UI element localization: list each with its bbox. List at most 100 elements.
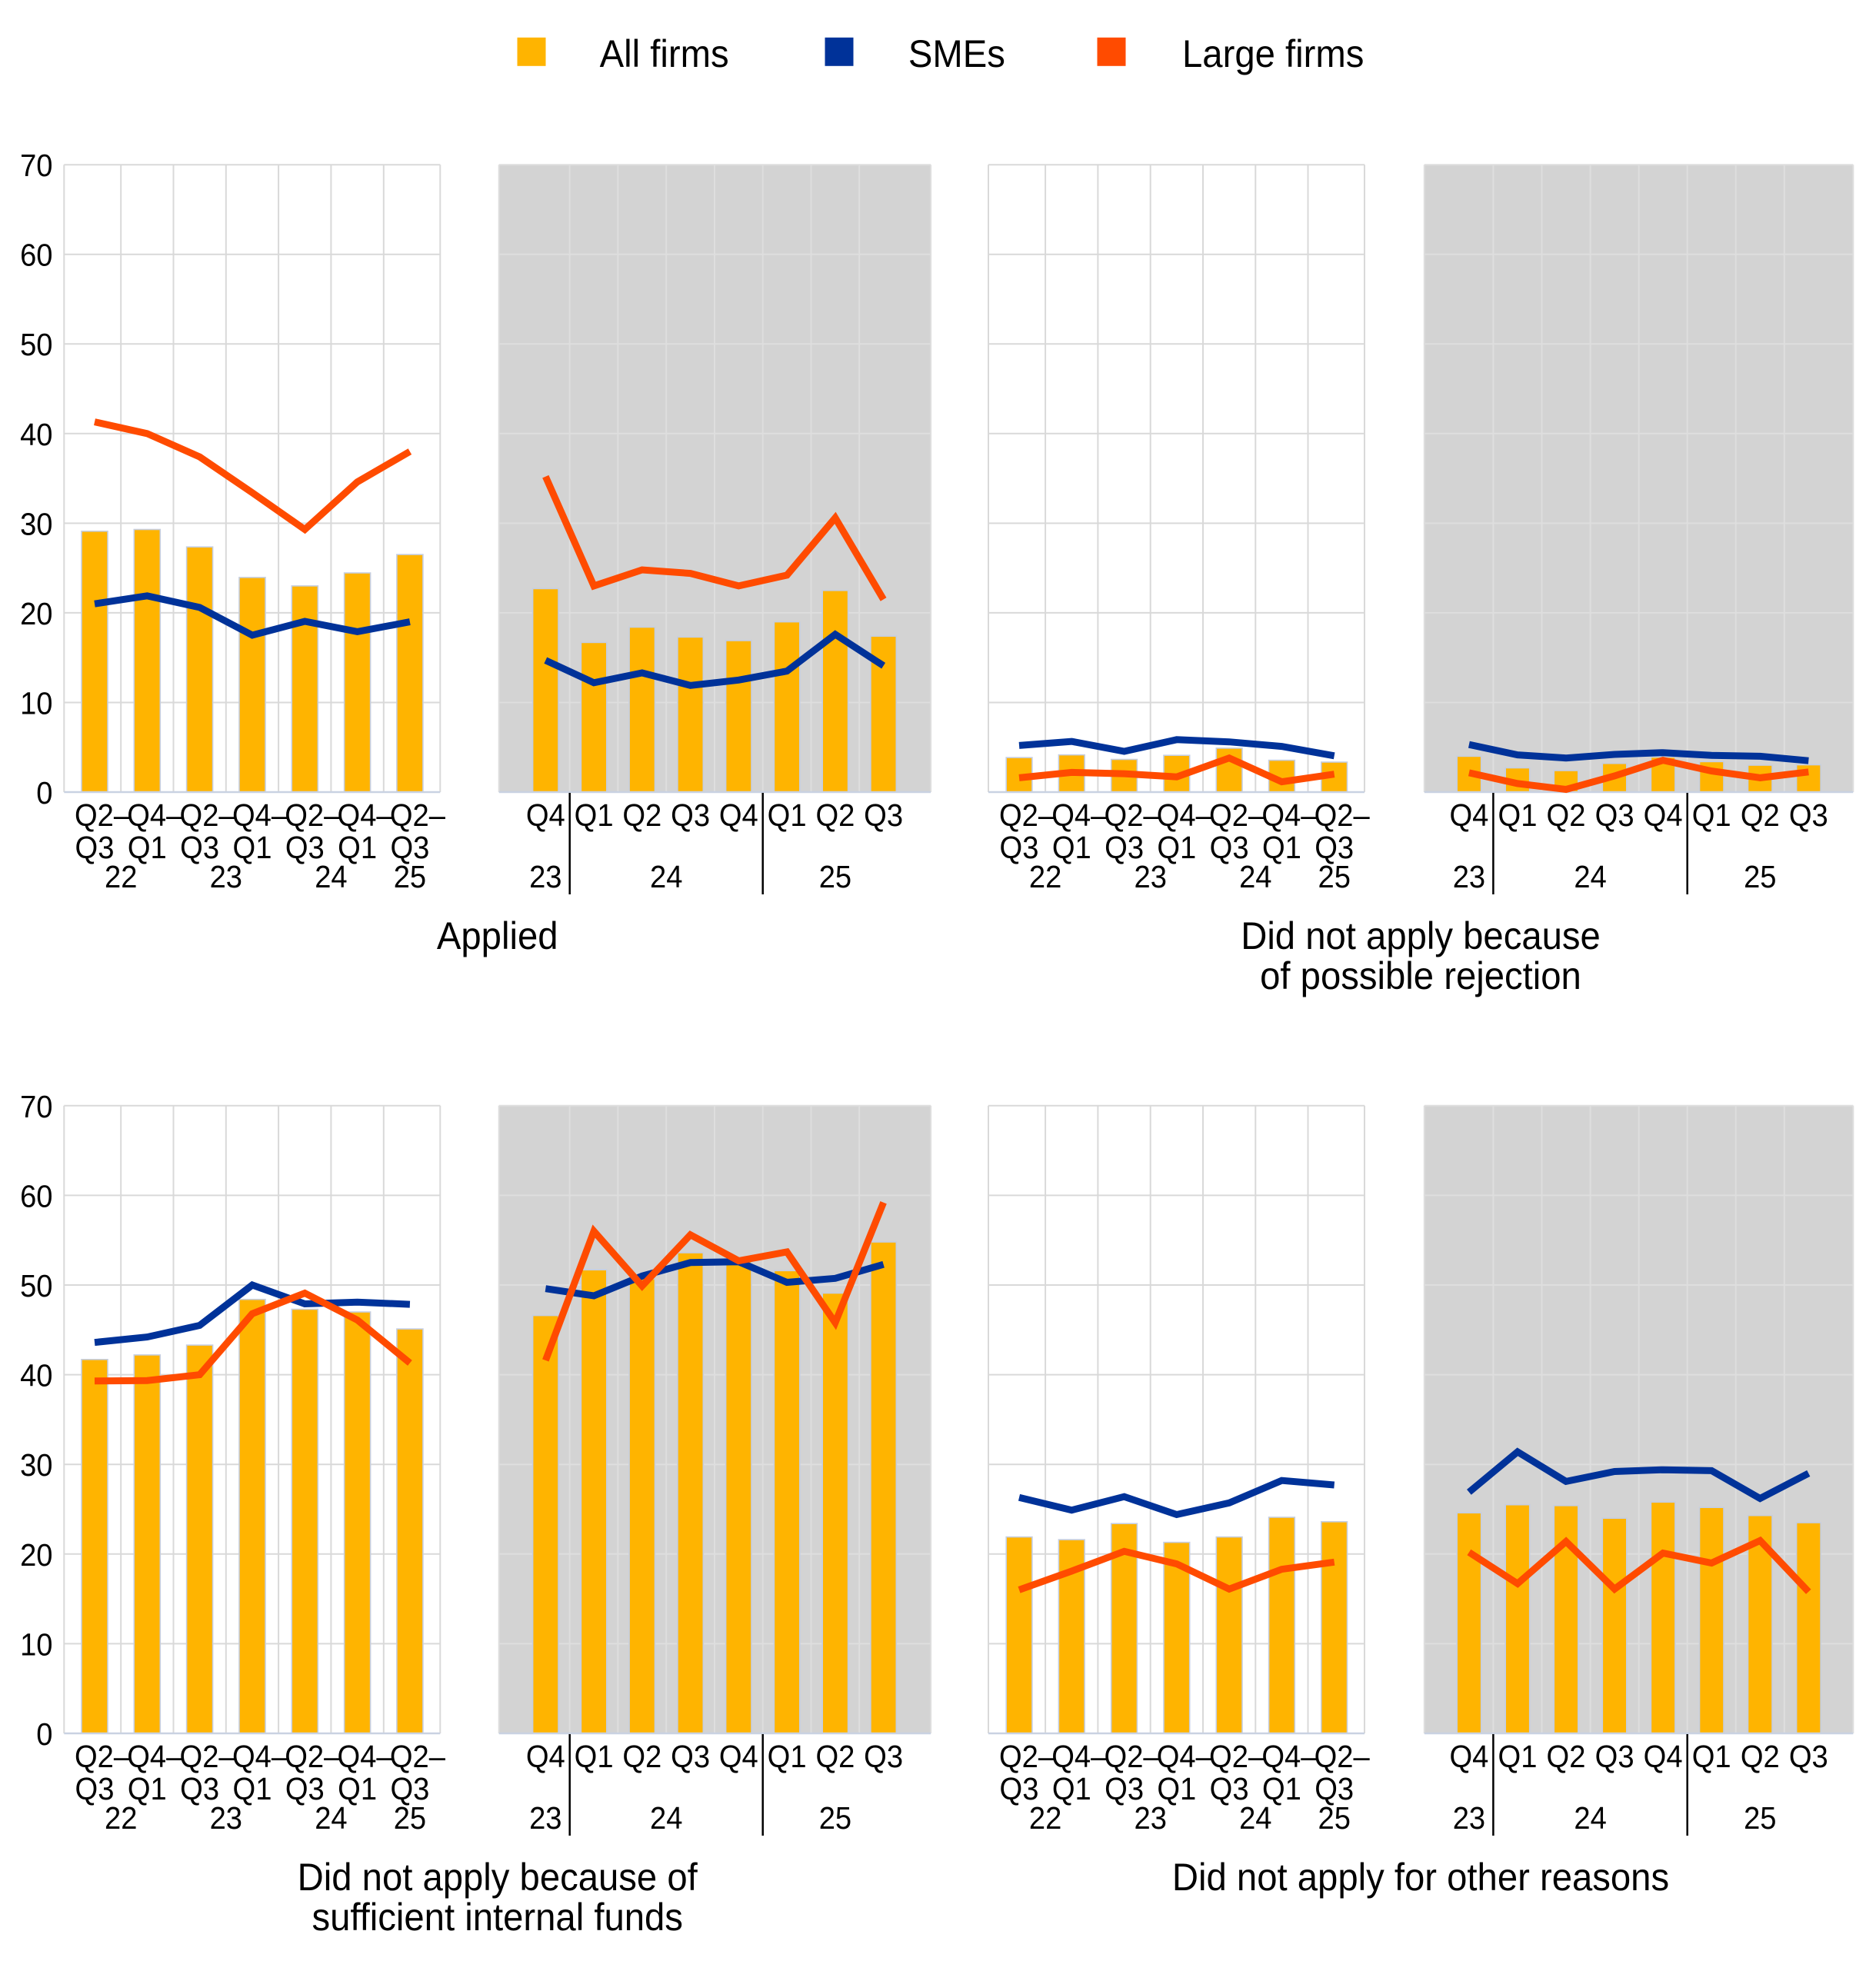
svg-text:60: 60 [20, 238, 52, 273]
svg-text:24: 24 [1574, 1800, 1606, 1836]
svg-text:Q2: Q2 [815, 1739, 855, 1774]
svg-text:Q1: Q1 [768, 1739, 807, 1774]
svg-text:25: 25 [394, 1800, 426, 1836]
svg-text:0: 0 [36, 775, 52, 811]
svg-text:Q2–: Q2– [1105, 797, 1160, 833]
svg-text:10: 10 [20, 686, 52, 721]
svg-text:Q2: Q2 [1741, 1739, 1780, 1774]
svg-text:Q4–: Q4– [338, 1739, 393, 1774]
svg-text:25: 25 [1318, 859, 1351, 894]
svg-text:22: 22 [1029, 859, 1061, 894]
svg-text:Q4–: Q4– [232, 1739, 288, 1774]
svg-text:24: 24 [315, 859, 347, 894]
svg-text:Q1: Q1 [1157, 830, 1196, 865]
svg-text:Q1: Q1 [1262, 830, 1301, 865]
svg-text:Q2–: Q2– [285, 797, 340, 833]
svg-text:Q3: Q3 [1595, 1739, 1634, 1774]
svg-text:Q4–: Q4– [338, 797, 393, 833]
svg-text:Q4–: Q4– [232, 797, 288, 833]
svg-text:70: 70 [20, 1089, 52, 1124]
svg-text:Q4: Q4 [526, 1739, 565, 1774]
svg-text:Q2: Q2 [1741, 797, 1780, 833]
svg-text:Q3: Q3 [1105, 830, 1144, 865]
svg-text:23: 23 [1135, 1800, 1167, 1836]
svg-text:Q3: Q3 [671, 1739, 710, 1774]
svg-text:Q3: Q3 [1210, 830, 1249, 865]
svg-text:40: 40 [20, 1358, 52, 1393]
svg-text:Q4–: Q4– [1261, 1739, 1317, 1774]
svg-text:10: 10 [20, 1626, 52, 1662]
svg-text:24: 24 [650, 859, 682, 894]
svg-text:Q2–: Q2– [1105, 1739, 1160, 1774]
svg-text:24: 24 [315, 1800, 347, 1836]
svg-text:Q2: Q2 [622, 797, 661, 833]
svg-text:Did not apply for other reason: Did not apply for other reasons [1172, 1856, 1669, 1899]
svg-text:Q1: Q1 [1692, 797, 1731, 833]
svg-text:25: 25 [1744, 1800, 1776, 1836]
svg-text:Applied: Applied [437, 914, 558, 957]
svg-text:50: 50 [20, 1268, 52, 1303]
svg-text:20: 20 [20, 1537, 52, 1573]
svg-text:Q1: Q1 [1498, 797, 1538, 833]
svg-text:Q1: Q1 [575, 797, 614, 833]
svg-text:Q3: Q3 [285, 1771, 325, 1806]
svg-text:Did not apply because: Did not apply because [1241, 914, 1601, 957]
svg-text:23: 23 [1453, 1800, 1485, 1836]
svg-text:Q2–: Q2– [390, 1739, 445, 1774]
svg-text:24: 24 [1239, 1800, 1271, 1836]
svg-text:50: 50 [20, 327, 52, 362]
svg-text:Did not apply because of: Did not apply because of [298, 1856, 698, 1899]
svg-text:Q4: Q4 [719, 797, 758, 833]
svg-text:24: 24 [1574, 859, 1606, 894]
svg-text:Q4–: Q4– [127, 1739, 182, 1774]
svg-text:Q4: Q4 [1644, 797, 1683, 833]
svg-text:Q3: Q3 [180, 1771, 219, 1806]
svg-text:Q3: Q3 [864, 1739, 903, 1774]
svg-text:SMEs: SMEs [908, 32, 1005, 75]
svg-text:Q3: Q3 [864, 797, 903, 833]
svg-text:Q4–: Q4– [1157, 797, 1212, 833]
svg-text:Q3: Q3 [75, 830, 115, 865]
svg-text:Q2–: Q2– [390, 797, 445, 833]
svg-text:23: 23 [529, 1800, 561, 1836]
svg-text:23: 23 [1453, 859, 1485, 894]
svg-text:Q1: Q1 [1498, 1739, 1538, 1774]
svg-text:Q3: Q3 [390, 830, 429, 865]
svg-text:Q2: Q2 [815, 797, 855, 833]
svg-text:Q2–: Q2– [75, 797, 130, 833]
svg-text:Q2–: Q2– [999, 1739, 1055, 1774]
svg-text:Q2–: Q2– [285, 1739, 340, 1774]
svg-text:Q1: Q1 [338, 830, 377, 865]
svg-text:23: 23 [529, 859, 561, 894]
svg-text:Q4–: Q4– [1157, 1739, 1212, 1774]
svg-text:23: 23 [1135, 859, 1167, 894]
svg-text:25: 25 [1744, 859, 1776, 894]
svg-text:Q1: Q1 [1692, 1739, 1731, 1774]
svg-text:Q3: Q3 [671, 797, 710, 833]
svg-text:Q4: Q4 [1644, 1739, 1683, 1774]
svg-text:All firms: All firms [600, 32, 729, 75]
svg-text:Q4: Q4 [1449, 1739, 1488, 1774]
svg-text:Q4: Q4 [526, 797, 565, 833]
svg-text:Q3: Q3 [180, 830, 219, 865]
svg-text:Q3: Q3 [1315, 830, 1354, 865]
svg-text:Q1: Q1 [233, 1771, 272, 1806]
svg-text:24: 24 [650, 1800, 682, 1836]
svg-text:25: 25 [394, 859, 426, 894]
svg-text:Q3: Q3 [1789, 1739, 1828, 1774]
svg-text:Q2–: Q2– [75, 1739, 130, 1774]
svg-text:Q4–: Q4– [1261, 797, 1317, 833]
svg-text:60: 60 [20, 1178, 52, 1214]
svg-text:25: 25 [819, 859, 851, 894]
svg-text:Q3: Q3 [285, 830, 325, 865]
svg-text:Q4–: Q4– [127, 797, 182, 833]
svg-text:sufficient internal funds: sufficient internal funds [312, 1896, 683, 1939]
svg-text:Q2–: Q2– [1209, 1739, 1265, 1774]
svg-text:Q4–: Q4– [1051, 1739, 1107, 1774]
svg-text:Q2–: Q2– [1209, 797, 1265, 833]
svg-text:24: 24 [1239, 859, 1271, 894]
svg-text:Q3: Q3 [1789, 797, 1828, 833]
svg-text:Q3: Q3 [1210, 1771, 1249, 1806]
svg-text:22: 22 [105, 859, 137, 894]
svg-text:Q4: Q4 [1449, 797, 1488, 833]
